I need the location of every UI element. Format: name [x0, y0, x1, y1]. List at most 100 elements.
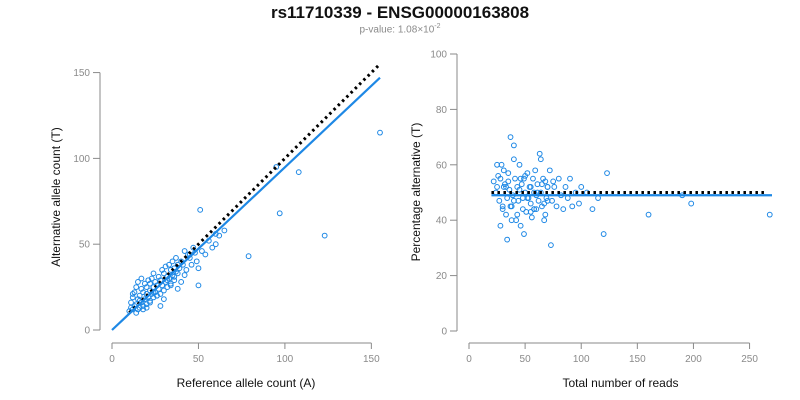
data-point [133, 309, 140, 316]
y-tick-label: 100 [430, 50, 447, 61]
data-point [174, 270, 181, 277]
data-point [167, 282, 174, 289]
data-point [157, 303, 164, 309]
data-point [528, 214, 535, 221]
data-point [496, 197, 503, 204]
data-point [532, 167, 539, 174]
data-point [589, 206, 596, 213]
data-point [502, 181, 508, 188]
data-point [202, 251, 209, 258]
data-point [133, 284, 140, 290]
data-point [273, 164, 280, 170]
data-point [533, 206, 540, 213]
data-point [169, 258, 176, 265]
data-point [497, 175, 504, 182]
y-tick-label: 0 [84, 326, 90, 337]
data-point [688, 200, 695, 207]
x-tick-label: 200 [685, 354, 702, 365]
data-point [497, 222, 504, 229]
x-tick-label: 250 [741, 354, 758, 365]
data-point [181, 272, 188, 278]
x-tick-label: 100 [277, 354, 294, 365]
data-point [500, 167, 507, 174]
y-tick-label: 150 [73, 68, 90, 79]
data-point [221, 227, 228, 234]
data-point [576, 200, 582, 207]
data-point [550, 178, 557, 185]
data-point [521, 231, 527, 237]
data-point [505, 170, 512, 177]
x-tick-label: 100 [573, 354, 590, 365]
data-point [500, 184, 507, 190]
y-tick-label: 80 [436, 105, 448, 116]
data-point [517, 175, 524, 182]
data-point [499, 206, 506, 213]
data-point [516, 161, 523, 168]
data-point [160, 296, 167, 303]
data-point [541, 217, 548, 224]
data-point [530, 175, 536, 182]
x-tick-label: 0 [109, 354, 115, 365]
fit-line [111, 76, 381, 331]
data-point [544, 197, 551, 204]
data-point [548, 242, 554, 249]
data-point [377, 129, 383, 136]
data-point [535, 197, 542, 204]
data-point [148, 275, 155, 282]
data-point [510, 197, 517, 204]
data-point [150, 270, 157, 277]
data-point [197, 206, 204, 213]
data-point [562, 184, 569, 190]
data-point [527, 200, 534, 207]
data-point [131, 289, 138, 296]
p-value-prefix: p-value: [359, 24, 398, 36]
data-point [507, 203, 514, 210]
data-point [171, 277, 178, 284]
data-point [766, 211, 773, 218]
data-point [178, 279, 185, 285]
y-tick-label: 50 [79, 240, 91, 251]
data-point [514, 211, 521, 218]
data-point [505, 178, 512, 185]
data-point [555, 175, 562, 182]
data-point [536, 150, 543, 157]
data-point [516, 186, 523, 193]
data-point [537, 156, 544, 163]
data-point [195, 265, 202, 272]
data-point [542, 211, 549, 218]
y-tick-label: 100 [73, 154, 90, 165]
data-point [522, 172, 529, 179]
p-value-exponent: -2 [434, 23, 441, 30]
x-tick-label: 50 [193, 354, 205, 365]
data-point [212, 241, 219, 248]
x-tick-label: 0 [466, 354, 472, 365]
data-point [490, 178, 497, 185]
data-point [171, 273, 178, 280]
data-point [519, 206, 526, 213]
chart-title: rs11710339 - ENSG00000163808 [270, 3, 530, 22]
data-point [567, 175, 573, 182]
data-point [209, 244, 216, 251]
allele-count-scatter-panel: 0 50 100 150 0 50 100 150 Reference allele count… [49, 62, 383, 390]
y-tick-label: 60 [436, 160, 448, 171]
data-point [512, 175, 518, 182]
p-value-subtitle: p-value: 1.08×10-2 [0, 23, 800, 35]
data-point [507, 134, 514, 141]
data-point [199, 248, 205, 254]
p-value-mantissa: 1.08 [397, 24, 418, 36]
data-point [510, 142, 517, 149]
data-point [138, 275, 145, 282]
y-tick-label: 20 [436, 271, 448, 282]
data-point [295, 169, 302, 176]
data-point [143, 284, 150, 290]
data-point [504, 236, 511, 243]
data-point [166, 261, 172, 268]
data-point [569, 203, 576, 210]
data-point [521, 175, 527, 182]
y-tick-label: 0 [441, 327, 447, 338]
data-point [321, 232, 328, 239]
data-point [544, 184, 551, 190]
x-axis-label: Total number of reads [562, 376, 678, 390]
data-point [539, 181, 545, 188]
